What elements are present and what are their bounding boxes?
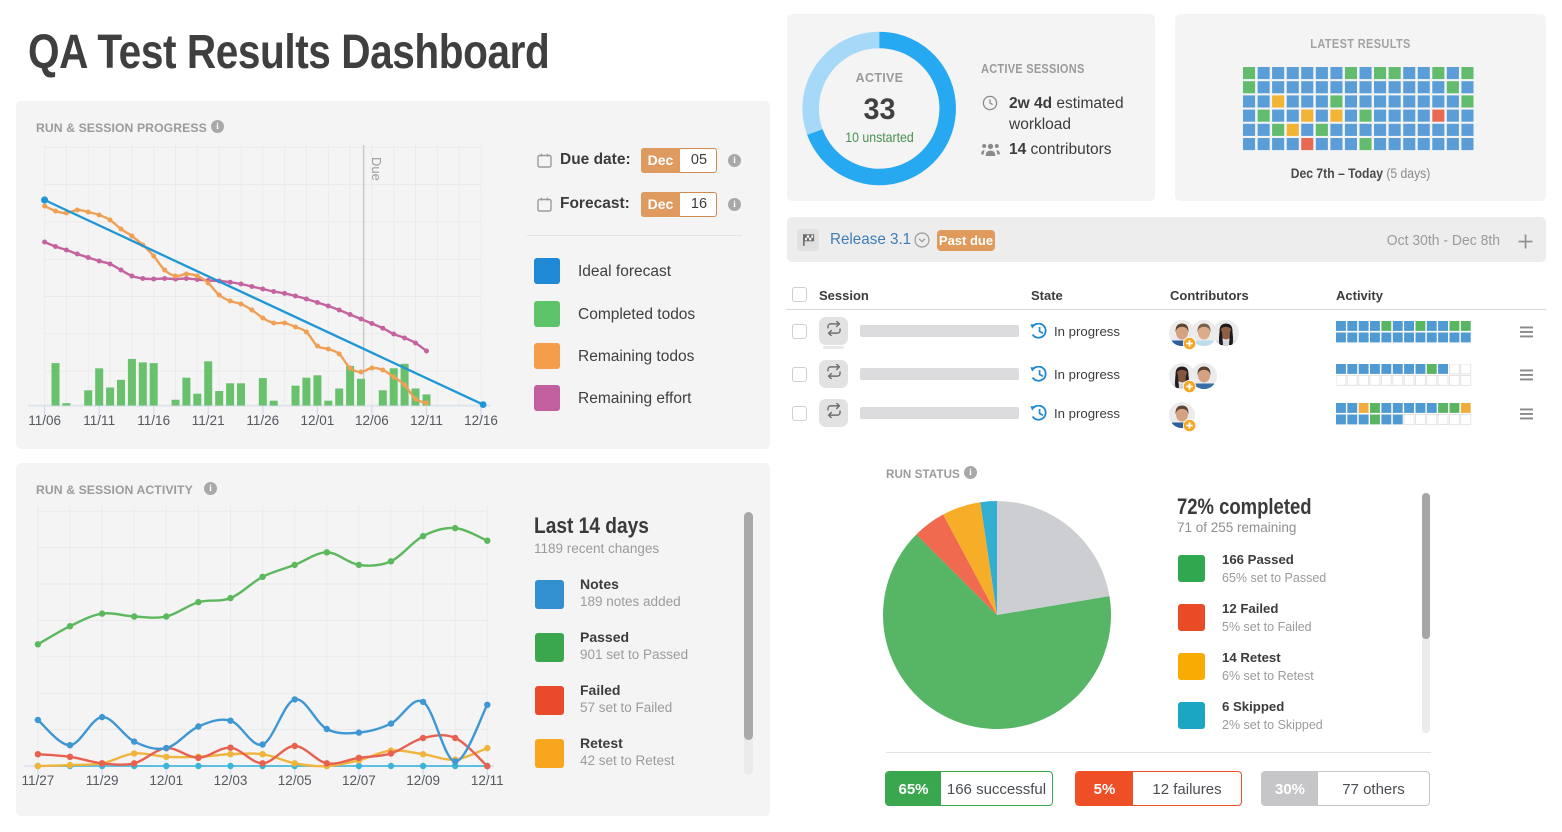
svg-text:12/11: 12/11 bbox=[410, 413, 443, 428]
svg-text:12/09: 12/09 bbox=[406, 773, 440, 788]
svg-text:12/03: 12/03 bbox=[214, 773, 248, 788]
svg-text:11/26: 11/26 bbox=[246, 413, 279, 428]
svg-text:12/06: 12/06 bbox=[355, 413, 389, 428]
svg-text:11/06: 11/06 bbox=[28, 413, 61, 428]
svg-text:12/01: 12/01 bbox=[301, 413, 335, 428]
svg-text:11/16: 11/16 bbox=[137, 413, 170, 428]
svg-text:12/11: 12/11 bbox=[471, 773, 504, 788]
svg-text:12/07: 12/07 bbox=[342, 773, 376, 788]
svg-text:12/01: 12/01 bbox=[149, 773, 183, 788]
svg-text:11/27: 11/27 bbox=[22, 773, 55, 788]
svg-text:Due: Due bbox=[369, 157, 384, 181]
svg-text:11/21: 11/21 bbox=[192, 413, 225, 428]
svg-text:11/29: 11/29 bbox=[86, 773, 119, 788]
svg-text:11/11: 11/11 bbox=[83, 413, 115, 428]
svg-text:12/16: 12/16 bbox=[464, 413, 498, 428]
svg-text:12/05: 12/05 bbox=[278, 773, 312, 788]
